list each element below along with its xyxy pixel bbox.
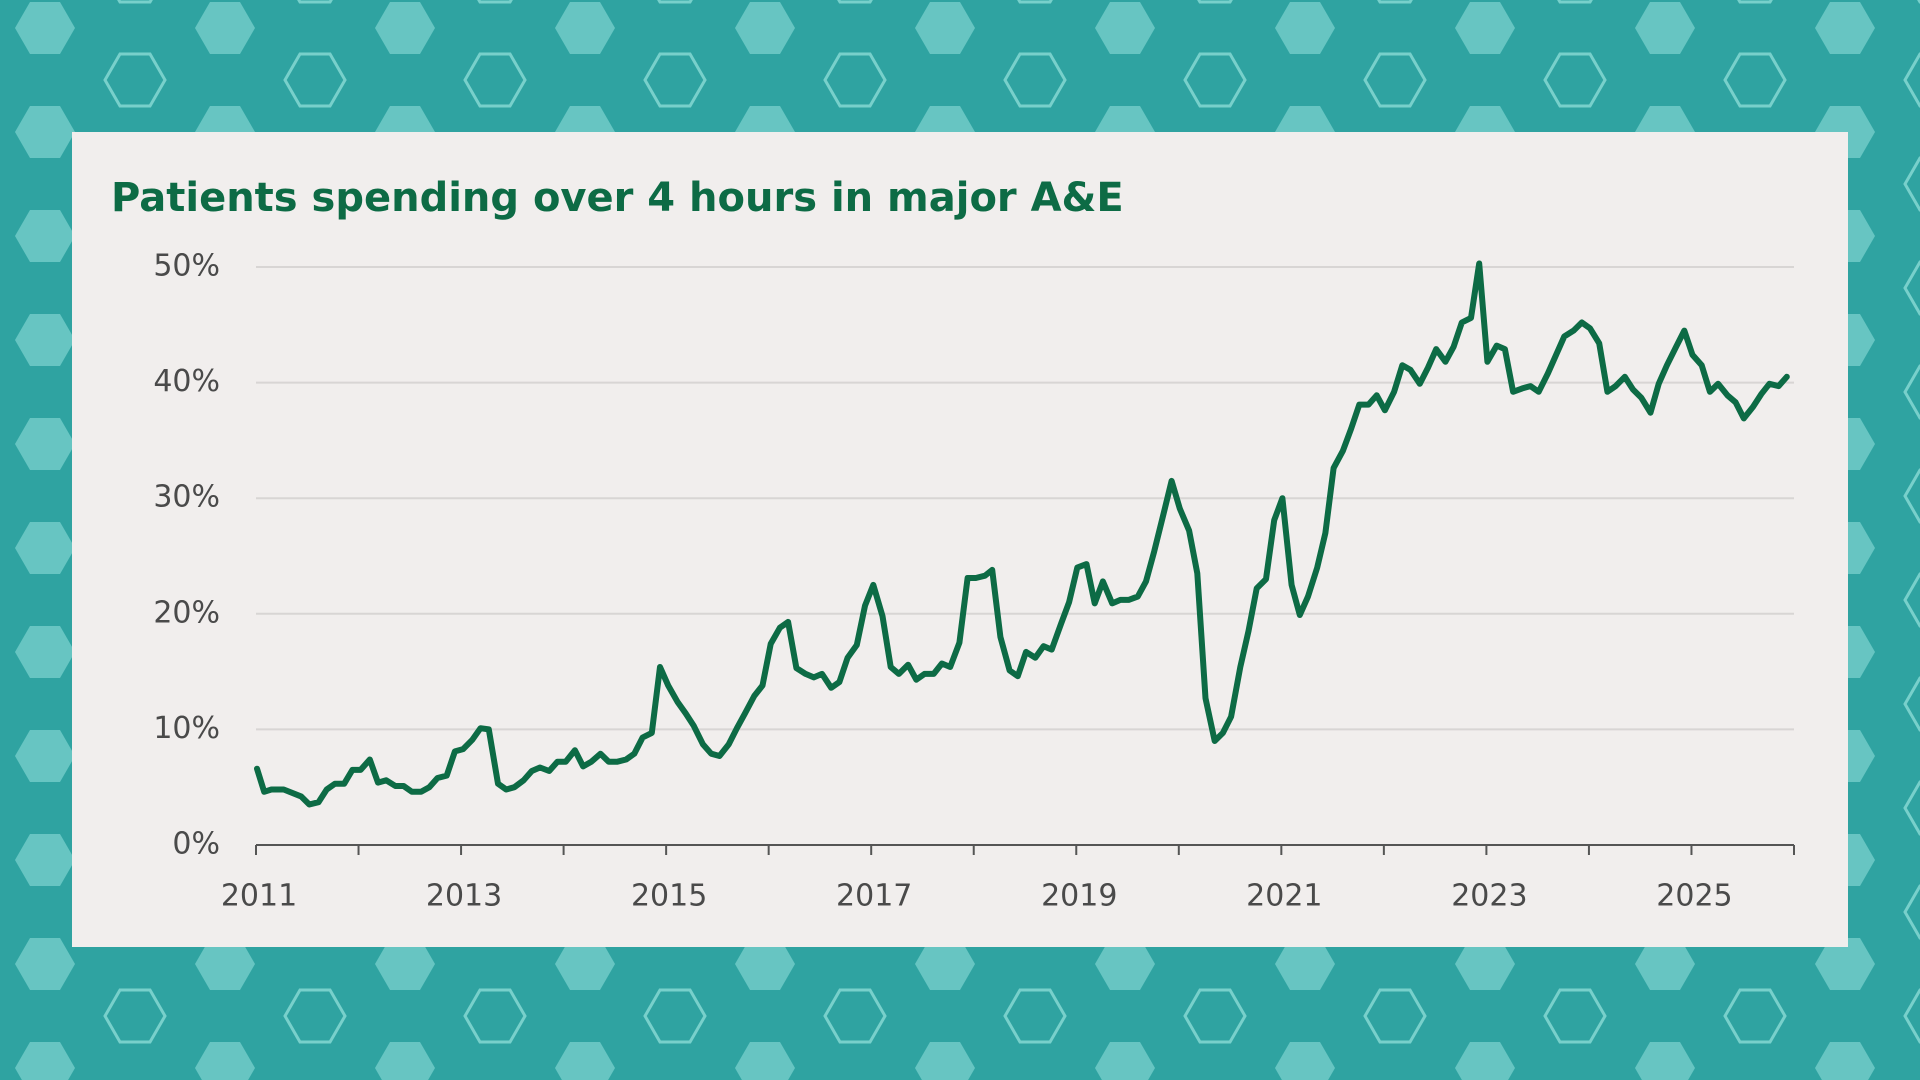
y-tick-label: 0% xyxy=(172,827,220,862)
y-tick-label: 50% xyxy=(153,249,220,284)
x-tick-label: 2017 xyxy=(836,879,912,914)
x-tick-label: 2011 xyxy=(221,879,297,914)
y-tick-label: 10% xyxy=(153,711,220,746)
x-tick-label: 2019 xyxy=(1041,879,1117,914)
y-tick-label: 40% xyxy=(153,364,220,399)
x-tick-label: 2021 xyxy=(1246,879,1322,914)
x-tick-label: 2025 xyxy=(1656,879,1732,914)
y-tick-label: 20% xyxy=(153,595,220,630)
data-line xyxy=(254,260,1790,808)
x-tick-label: 2023 xyxy=(1451,879,1527,914)
y-tick-label: 30% xyxy=(153,480,220,515)
x-tick-label: 2013 xyxy=(426,879,502,914)
chart-card xyxy=(72,132,1848,947)
plot-area: 0% 10% 20% 30% 40% 50% 2011 2013 2015 2017 2019 202… xyxy=(153,249,1795,914)
x-tick-label: 2015 xyxy=(631,879,707,914)
chart-title: Patients spending over 4 hours in major … xyxy=(111,175,1124,221)
